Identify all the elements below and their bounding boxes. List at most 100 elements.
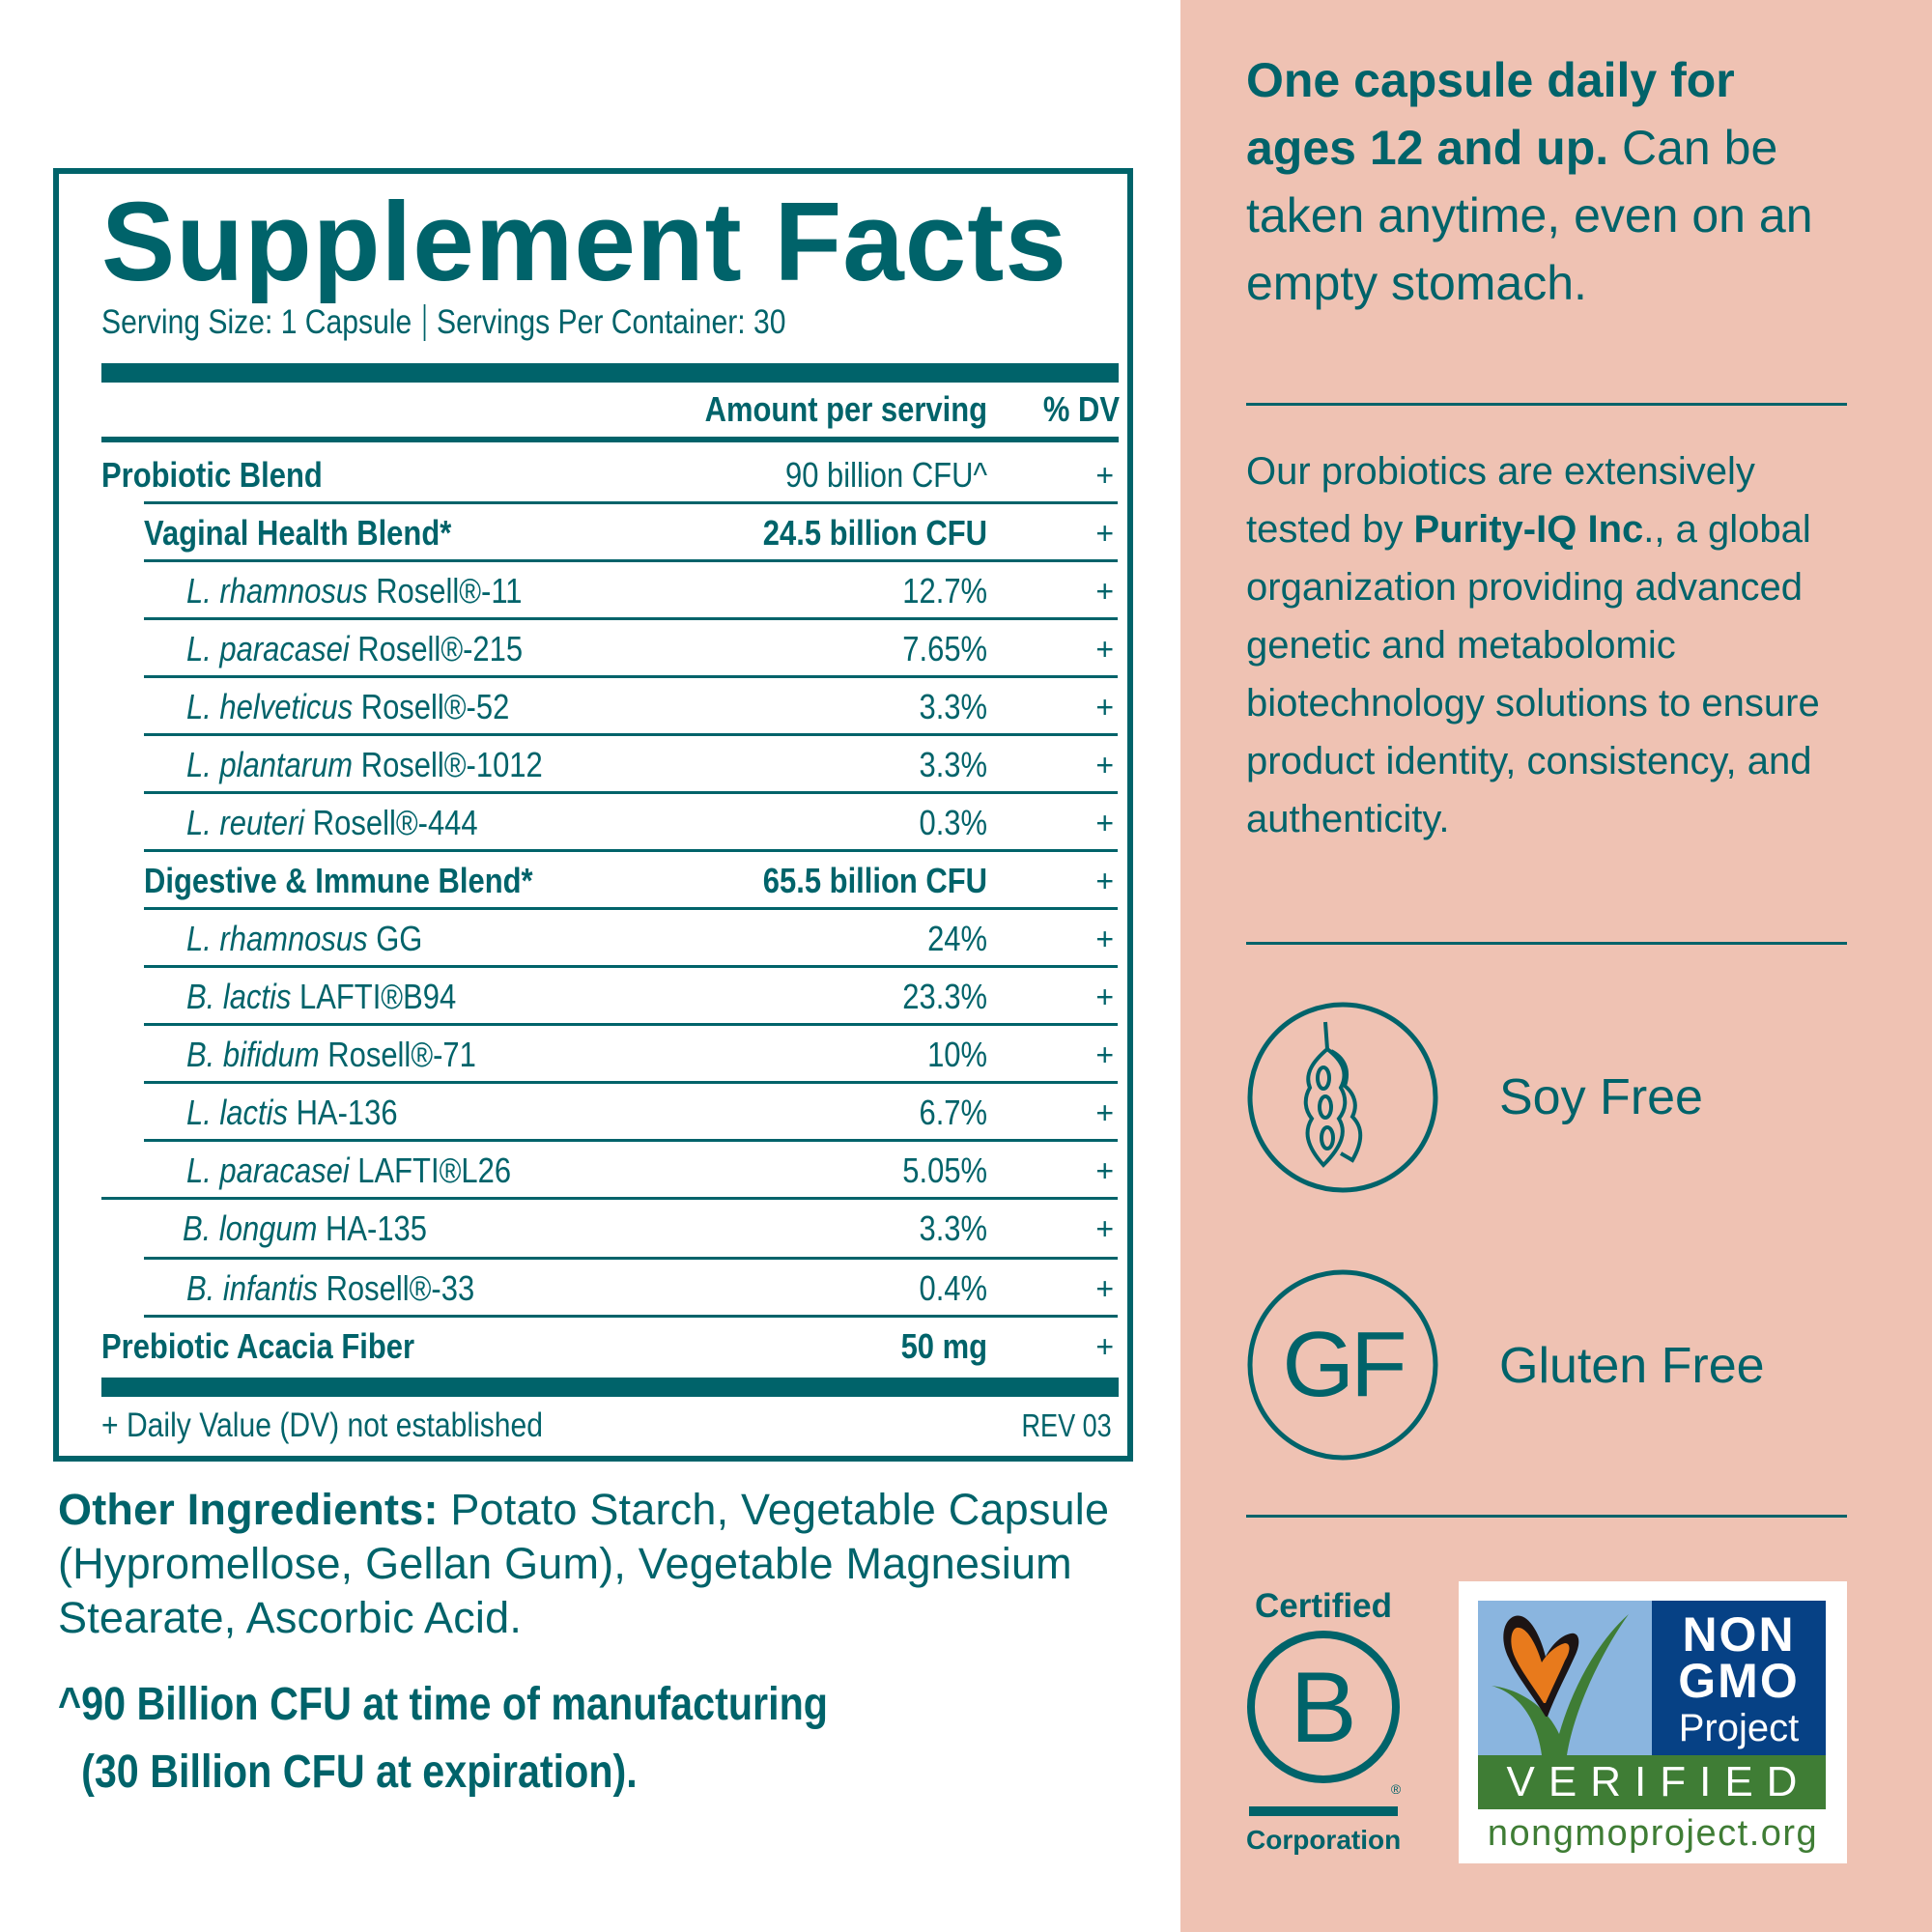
ingredient-amount: 90 billion CFU^ bbox=[785, 455, 987, 495]
table-row: L. reuteri Rosell®-444 0.3% + bbox=[59, 794, 1127, 852]
non-gmo-verified-logo: NON GMO Project VERIFIED nongmoproject.o… bbox=[1459, 1581, 1847, 1863]
serving-info: Serving Size: 1 Capsule Servings Per Cont… bbox=[101, 303, 785, 342]
table-row: Digestive & Immune Blend* 65.5 billion C… bbox=[59, 852, 1127, 910]
certified-b-corp-logo: Certified B ® Corporation bbox=[1246, 1587, 1401, 1862]
ingredient-name: Probiotic Blend bbox=[101, 455, 323, 495]
ingredient-dv: + bbox=[1095, 1211, 1114, 1246]
ingredient-amount: 6.7% bbox=[919, 1093, 987, 1132]
serving-separator bbox=[423, 304, 426, 341]
ingredient-name: L. reuteri Rosell®-444 bbox=[186, 803, 478, 842]
table-row: Prebiotic Acacia Fiber 50 mg + bbox=[59, 1318, 1127, 1376]
other-ingredients: Other Ingredients: Potato Starch, Vegeta… bbox=[58, 1483, 1169, 1645]
cfu-note-line1: ^90 Billion CFU at time of manufacturing bbox=[58, 1679, 829, 1730]
ingredient-name: L. lactis HA-136 bbox=[186, 1093, 398, 1132]
table-row: Vaginal Health Blend* 24.5 billion CFU + bbox=[59, 504, 1127, 562]
nongmo-project: Project bbox=[1678, 1707, 1800, 1749]
soybean-pod-icon bbox=[1247, 1002, 1438, 1193]
ingredient-amount: 3.3% bbox=[919, 1208, 987, 1248]
cfu-note-line2: (30 Billion CFU at expiration). bbox=[81, 1747, 638, 1798]
row-divider bbox=[144, 501, 1118, 504]
bcorp-rule bbox=[1249, 1806, 1398, 1816]
table-row: B. lactis LAFTI®B94 23.3% + bbox=[59, 968, 1127, 1026]
ingredient-name: L. helveticus Rosell®-52 bbox=[186, 687, 510, 726]
ingredient-dv: + bbox=[1095, 632, 1114, 667]
ingredient-name: Digestive & Immune Blend* bbox=[144, 861, 533, 900]
soy-free-badge bbox=[1246, 1001, 1439, 1194]
ingredient-amount: 65.5 billion CFU bbox=[762, 861, 987, 900]
nongmo-verified: VERIFIED bbox=[1478, 1755, 1826, 1809]
cfu-footnote: ^90 Billion CFU at time of manufacturing… bbox=[58, 1671, 972, 1806]
usage-bold: One capsule daily for ages 12 and up. bbox=[1246, 53, 1735, 175]
ingredient-name: L. plantarum Rosell®-1012 bbox=[186, 745, 543, 784]
table-row: B. bifidum Rosell®-71 10% + bbox=[59, 1026, 1127, 1084]
bcorp-corporation-text: Corporation bbox=[1246, 1825, 1402, 1855]
ingredient-name: B. infantis Rosell®-33 bbox=[186, 1268, 475, 1308]
ingredient-name: B. bifidum Rosell®-71 bbox=[186, 1035, 476, 1074]
table-row: B. infantis Rosell®-33 0.4% + bbox=[59, 1260, 1127, 1318]
row-divider bbox=[144, 733, 1118, 736]
ingredient-dv: + bbox=[1095, 1095, 1114, 1130]
row-divider bbox=[144, 617, 1118, 620]
row-divider bbox=[144, 675, 1118, 678]
ingredient-dv: + bbox=[1095, 516, 1114, 551]
column-header-dv: % DV bbox=[1042, 389, 1120, 429]
testing-statement: Our probiotics are extensively tested by… bbox=[1246, 450, 1820, 840]
ingredient-name: L. rhamnosus GG bbox=[186, 919, 423, 958]
column-header-amount: Amount per serving bbox=[704, 389, 987, 429]
row-divider bbox=[144, 849, 1118, 852]
ingredient-dv: + bbox=[1095, 1329, 1114, 1364]
table-row: L. paracasei Rosell®-215 7.65% + bbox=[59, 620, 1127, 678]
revision-label: REV 03 bbox=[1021, 1407, 1112, 1443]
other-ingredients-label: Other Ingredients: bbox=[58, 1485, 439, 1534]
ingredient-dv: + bbox=[1095, 1271, 1114, 1306]
ingredient-name: L. paracasei Rosell®-215 bbox=[186, 629, 524, 668]
svg-text:®: ® bbox=[1391, 1781, 1401, 1794]
table-row: B. longum HA-135 3.3% + bbox=[59, 1200, 1127, 1260]
ingredient-dv: + bbox=[1095, 574, 1114, 609]
row-divider bbox=[144, 1315, 1118, 1318]
other-ingredients-text: Potato Starch, Vegetable Capsule (Hyprom… bbox=[58, 1485, 1110, 1642]
bcorp-certified-text: Certified bbox=[1255, 1587, 1392, 1625]
svg-text:B: B bbox=[1290, 1652, 1356, 1764]
ingredient-amount: 10% bbox=[927, 1035, 987, 1074]
ingredient-name: Prebiotic Acacia Fiber bbox=[101, 1326, 415, 1366]
header-rule bbox=[101, 437, 1119, 442]
usage-instructions: One capsule daily for ages 12 and up. Ca… bbox=[1246, 46, 1826, 317]
row-divider bbox=[144, 1023, 1118, 1026]
table-row: L. rhamnosus GG 24% + bbox=[59, 910, 1127, 968]
divider bbox=[1246, 1515, 1847, 1518]
divider bbox=[1246, 942, 1847, 945]
ingredient-dv: + bbox=[1095, 864, 1114, 898]
ingredient-amount: 12.7% bbox=[902, 571, 987, 611]
table-row: L. plantarum Rosell®-1012 3.3% + bbox=[59, 736, 1127, 794]
facts-title: Supplement Facts bbox=[101, 179, 1067, 304]
ingredient-dv: + bbox=[1095, 748, 1114, 782]
ingredient-name: B. lactis LAFTI®B94 bbox=[186, 977, 457, 1016]
ingredient-name: L. paracasei LAFTI®L26 bbox=[186, 1151, 512, 1190]
nongmo-sky-panel bbox=[1478, 1601, 1652, 1755]
ingredient-amount: 0.3% bbox=[919, 803, 987, 842]
gluten-free-badge: GF bbox=[1246, 1268, 1439, 1462]
row-divider bbox=[144, 1081, 1118, 1084]
dv-footnote: + Daily Value (DV) not established bbox=[101, 1406, 544, 1444]
ingredient-dv: + bbox=[1095, 806, 1114, 840]
ingredient-amount: 7.65% bbox=[902, 629, 987, 668]
row-divider bbox=[144, 1257, 1118, 1260]
nongmo-url: nongmoproject.org bbox=[1487, 1813, 1819, 1854]
divider bbox=[1246, 403, 1847, 406]
table-row: L. rhamnosus Rosell®-11 12.7% + bbox=[59, 562, 1127, 620]
ingredient-amount: 0.4% bbox=[919, 1268, 987, 1308]
ingredient-amount: 5.05% bbox=[902, 1151, 987, 1190]
table-row: L. helveticus Rosell®-52 3.3% + bbox=[59, 678, 1127, 736]
table-row: L. paracasei LAFTI®L26 5.05% + bbox=[59, 1142, 1127, 1200]
table-row: Probiotic Blend 90 billion CFU^ + bbox=[59, 446, 1127, 504]
ingredient-dv: + bbox=[1095, 922, 1114, 956]
ingredient-dv: + bbox=[1095, 1153, 1114, 1188]
soy-free-label: Soy Free bbox=[1499, 1069, 1703, 1125]
nongmo-blue-panel: NON GMO Project bbox=[1652, 1601, 1826, 1755]
nongmo-non: NON bbox=[1682, 1607, 1796, 1662]
row-divider bbox=[144, 907, 1118, 910]
row-divider bbox=[144, 1139, 1118, 1142]
ingredient-dv: + bbox=[1095, 1037, 1114, 1072]
ingredient-amount: 3.3% bbox=[919, 687, 987, 726]
